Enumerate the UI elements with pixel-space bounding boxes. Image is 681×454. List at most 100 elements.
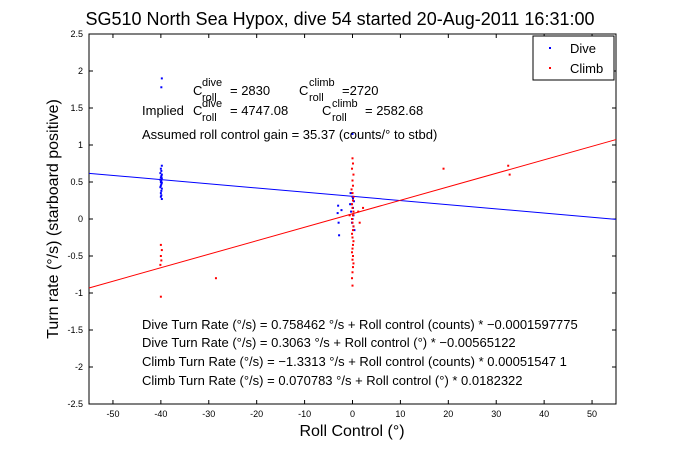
legend-box	[532, 35, 615, 81]
climb-point	[351, 266, 354, 269]
dive-point	[160, 169, 163, 172]
y-tick-label: 0.5	[70, 177, 83, 187]
dive-point	[338, 234, 341, 237]
c-climb-value: =2720	[342, 83, 379, 98]
implied-dive-sub: roll	[202, 112, 217, 124]
dive-point	[349, 192, 352, 195]
dive-point	[337, 221, 340, 224]
climb-point	[351, 251, 354, 254]
legend-dive-label: Dive	[570, 41, 596, 56]
dive-point	[160, 179, 163, 182]
climb-point	[159, 243, 162, 246]
dive-point	[160, 164, 163, 167]
climb-point	[351, 229, 354, 232]
climb-point	[160, 259, 163, 262]
dive-point	[160, 177, 163, 180]
climb-point	[351, 221, 354, 224]
c-climb-sup: climb	[309, 77, 335, 89]
dive-point	[160, 187, 163, 190]
dive-point	[159, 172, 162, 175]
x-tick-label: 10	[395, 409, 405, 419]
implied-label: Implied	[142, 103, 184, 118]
y-axis: -2.5 -2 -1.5 -1 -0.5 0 0.5 1 1.5 2 2.5	[67, 29, 616, 409]
dive-point	[160, 77, 163, 80]
c-dive-annotation: C dive roll = 2830	[193, 77, 270, 104]
climb-point	[362, 206, 365, 209]
climb-point	[351, 179, 354, 182]
x-tick-label: 0	[350, 409, 355, 419]
x-tick-label: -20	[250, 409, 263, 419]
c-climb-annotation: C climb roll =2720	[299, 77, 379, 104]
implied-climb-annotation: C climb roll = 2582.68	[322, 98, 423, 124]
implied-dive-sup: dive	[202, 98, 222, 110]
y-tick-label: -2.5	[67, 399, 83, 409]
climb-point	[351, 255, 354, 257]
y-tick-label: -1.5	[67, 325, 83, 335]
climb-point	[351, 247, 354, 250]
x-tick-label: 40	[539, 409, 549, 419]
dive-point	[160, 86, 163, 89]
y-tick-label: 1	[78, 140, 83, 150]
climb-point	[357, 210, 360, 213]
climb-equation-counts: Climb Turn Rate (°/s) = −1.3313 °/s + Ro…	[142, 354, 567, 369]
c-climb-base: C	[299, 83, 308, 98]
climb-point	[507, 164, 510, 167]
y-tick-label: 1.5	[70, 103, 83, 113]
c-dive-base: C	[193, 83, 202, 98]
climb-point	[351, 162, 354, 165]
dive-point	[337, 204, 340, 207]
implied-climb-base: C	[322, 103, 331, 118]
climb-point	[214, 277, 217, 280]
dive-point	[159, 192, 162, 195]
c-dive-sup: dive	[202, 77, 222, 89]
climb-point	[508, 173, 511, 176]
c-dive-value: = 2830	[230, 83, 270, 98]
c-dive-sub: roll	[202, 92, 217, 104]
roll-gain-annotation: Assumed roll control gain = 35.37 (count…	[142, 127, 437, 142]
legend: Dive Climb	[532, 35, 615, 81]
c-climb-sub: roll	[309, 92, 324, 104]
implied-dive-annotation: C dive roll = 4747.08	[193, 98, 288, 124]
x-tick-label: -40	[154, 409, 167, 419]
climb-point	[351, 206, 354, 209]
climb-point	[352, 195, 355, 198]
climb-point	[351, 284, 354, 287]
climb-point	[351, 271, 354, 274]
climb-fit-line	[88, 139, 617, 289]
climb-point	[351, 232, 354, 235]
climb-point	[351, 184, 354, 187]
y-tick-label: 2.5	[70, 29, 83, 39]
x-tick-label: -50	[106, 409, 119, 419]
dive-point	[159, 186, 162, 189]
y-tick-label: -1	[75, 288, 83, 298]
climb-point	[351, 199, 354, 202]
climb-point	[350, 188, 353, 191]
dive-point	[353, 229, 356, 232]
x-tick-label: -30	[202, 409, 215, 419]
climb-point	[351, 218, 354, 220]
climb-point	[348, 214, 351, 217]
climb-point	[351, 167, 354, 170]
roll-center-annotations: C dive roll = 2830 C climb roll =2720 Im…	[142, 77, 437, 142]
legend-dive-marker	[549, 47, 551, 49]
x-axis-label: Roll Control (°)	[299, 423, 404, 440]
implied-climb-sup: climb	[332, 98, 358, 110]
implied-climb-sub: roll	[332, 112, 347, 124]
y-tick-label: 0	[78, 214, 83, 224]
dive-point	[351, 197, 354, 200]
climb-point	[352, 173, 355, 176]
dive-point	[160, 175, 163, 178]
dive-equation-degrees: Dive Turn Rate (°/s) = 0.3063 °/s + Roll…	[142, 335, 516, 350]
climb-equation-degrees: Climb Turn Rate (°/s) = 0.070783 °/s + R…	[142, 373, 523, 388]
x-tick-label: 50	[587, 409, 597, 419]
chart-title: SG510 North Sea Hypox, dive 54 started 2…	[86, 9, 595, 29]
climb-point	[351, 258, 354, 261]
climb-point	[352, 240, 355, 243]
dive-point	[160, 194, 163, 197]
climb-point	[351, 236, 354, 239]
climb-point	[159, 255, 162, 257]
climb-point	[351, 214, 354, 217]
x-tick-label: 30	[491, 409, 501, 419]
y-tick-label: -0.5	[67, 251, 83, 261]
climb-point	[352, 262, 355, 265]
